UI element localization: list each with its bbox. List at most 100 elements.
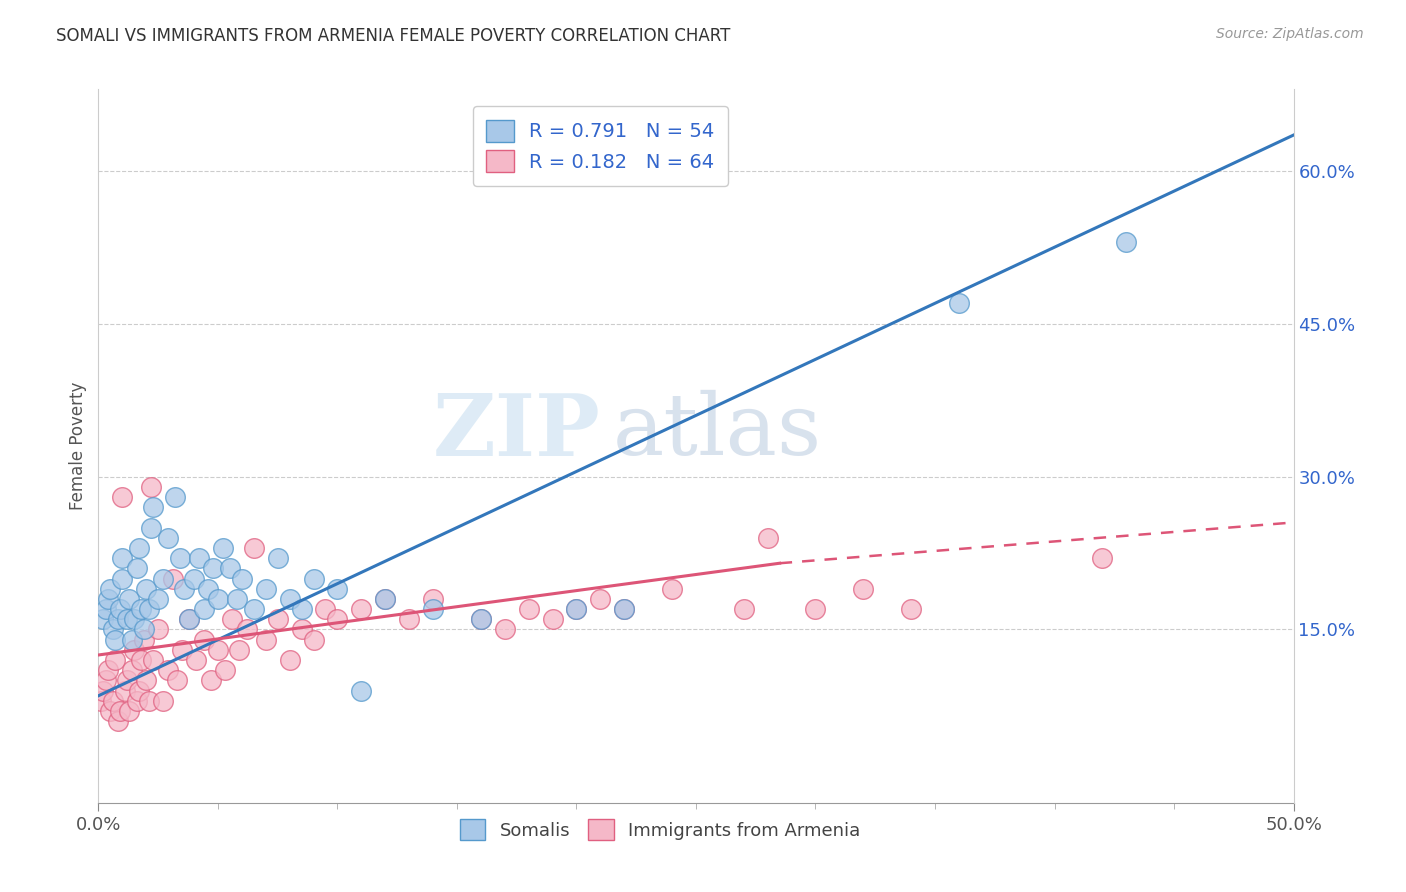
Point — [219, 561, 242, 575]
Point — [214, 663, 236, 677]
Point — [211, 541, 233, 555]
Point — [470, 612, 492, 626]
Point — [565, 602, 588, 616]
Point — [104, 653, 127, 667]
Point — [166, 673, 188, 688]
Point — [107, 612, 129, 626]
Point — [374, 591, 396, 606]
Point — [494, 623, 516, 637]
Point — [422, 602, 444, 616]
Point — [541, 612, 564, 626]
Point — [132, 632, 155, 647]
Point — [226, 591, 249, 606]
Point — [107, 714, 129, 729]
Point — [124, 612, 146, 626]
Point — [172, 643, 194, 657]
Point — [291, 623, 314, 637]
Point — [121, 632, 143, 647]
Point — [111, 572, 134, 586]
Point — [115, 612, 138, 626]
Y-axis label: Female Poverty: Female Poverty — [69, 382, 87, 510]
Point — [756, 531, 779, 545]
Point — [108, 704, 131, 718]
Point — [163, 490, 186, 504]
Point — [139, 520, 162, 534]
Point — [135, 673, 157, 688]
Point — [374, 591, 396, 606]
Point — [517, 602, 540, 616]
Point — [565, 602, 588, 616]
Point — [125, 694, 148, 708]
Point — [138, 602, 160, 616]
Point — [733, 602, 755, 616]
Point — [111, 551, 134, 566]
Point — [202, 561, 225, 575]
Point — [131, 653, 153, 667]
Point — [98, 582, 122, 596]
Point — [183, 572, 205, 586]
Point — [231, 572, 253, 586]
Point — [243, 602, 266, 616]
Point — [118, 704, 141, 718]
Point — [900, 602, 922, 616]
Point — [200, 673, 222, 688]
Point — [169, 551, 191, 566]
Point — [97, 591, 120, 606]
Point — [148, 623, 170, 637]
Point — [350, 683, 373, 698]
Point — [179, 612, 201, 626]
Point — [302, 572, 325, 586]
Point — [291, 602, 314, 616]
Point — [131, 602, 153, 616]
Point — [350, 602, 373, 616]
Point — [162, 572, 184, 586]
Point — [128, 541, 150, 555]
Point — [326, 612, 349, 626]
Point — [235, 623, 257, 637]
Text: atlas: atlas — [613, 390, 821, 474]
Point — [254, 632, 277, 647]
Point — [138, 694, 160, 708]
Point — [187, 551, 209, 566]
Point — [315, 602, 337, 616]
Point — [589, 591, 612, 606]
Point — [243, 541, 266, 555]
Point — [302, 632, 325, 647]
Point — [121, 663, 143, 677]
Point — [228, 643, 250, 657]
Text: ZIP: ZIP — [433, 390, 600, 474]
Point — [207, 643, 229, 657]
Point — [179, 612, 201, 626]
Point — [94, 673, 117, 688]
Point — [142, 653, 165, 667]
Point — [278, 653, 301, 667]
Point — [221, 612, 243, 626]
Point — [128, 683, 150, 698]
Point — [193, 602, 215, 616]
Point — [156, 531, 179, 545]
Point — [852, 582, 875, 596]
Point — [173, 582, 195, 596]
Point — [135, 582, 157, 596]
Point — [804, 602, 827, 616]
Point — [90, 694, 112, 708]
Point — [114, 683, 136, 698]
Point — [613, 602, 636, 616]
Point — [118, 591, 141, 606]
Point — [267, 551, 290, 566]
Point — [139, 480, 162, 494]
Point — [613, 602, 636, 616]
Point — [267, 612, 290, 626]
Point — [98, 704, 122, 718]
Point — [125, 561, 148, 575]
Point — [422, 591, 444, 606]
Point — [101, 623, 124, 637]
Point — [1091, 551, 1114, 566]
Point — [97, 663, 120, 677]
Point — [156, 663, 179, 677]
Point — [115, 673, 138, 688]
Point — [91, 612, 114, 626]
Point — [948, 296, 970, 310]
Point — [326, 582, 349, 596]
Point — [132, 623, 155, 637]
